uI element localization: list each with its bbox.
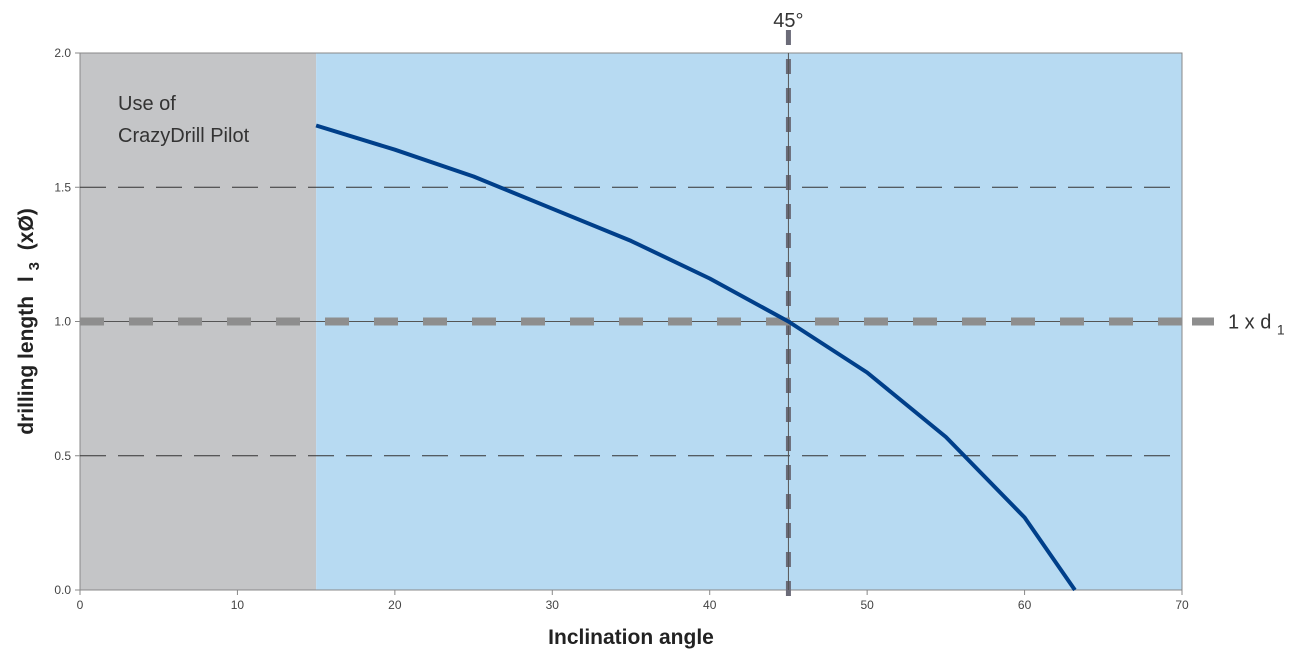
y-tick-label: 1.5 [54,180,71,194]
horizontal-reference-label: 1 x d 1 [1228,312,1285,338]
y-tick-label: 1.0 [54,315,71,329]
x-axis-title: Inclination angle [548,626,714,649]
y-tick-label: 2.0 [54,46,71,60]
x-tick-label: 0 [77,598,84,612]
region-label-line-2: CrazyDrill Pilot [118,125,250,147]
y-axis-title-subscript: 3 [26,262,43,270]
x-tick-label: 20 [388,598,402,612]
vertical-reference-label: 45° [773,10,803,32]
y-axis-title-symbol: l [15,276,38,282]
y-tick-label: 0.0 [54,583,71,597]
y-tick-label: 0.5 [54,449,71,463]
x-tick-label: 60 [1018,598,1032,612]
horizontal-reference-label-subscript: 1 [1277,322,1285,338]
x-tick-label: 30 [546,598,560,612]
series-group [315,123,1077,592]
y-axis-title-main: drilling length [15,296,38,435]
horizontal-reference-label-main: 1 x d [1228,312,1271,334]
y-axis-ticks: 0.0 0.5 1.0 1.5 2.0 [54,46,80,597]
x-tick-label: 50 [860,598,874,612]
y-axis-title: drilling length l 3 (xØ) [15,208,44,435]
region-label-line-1: Use of [118,93,176,115]
y-axis-title-unit: (xØ) [15,208,38,250]
x-axis-ticks: 0 10 20 30 40 50 60 70 [77,590,1189,612]
x-tick-label: 40 [703,598,717,612]
x-tick-label: 70 [1175,598,1189,612]
x-tick-label: 10 [231,598,245,612]
